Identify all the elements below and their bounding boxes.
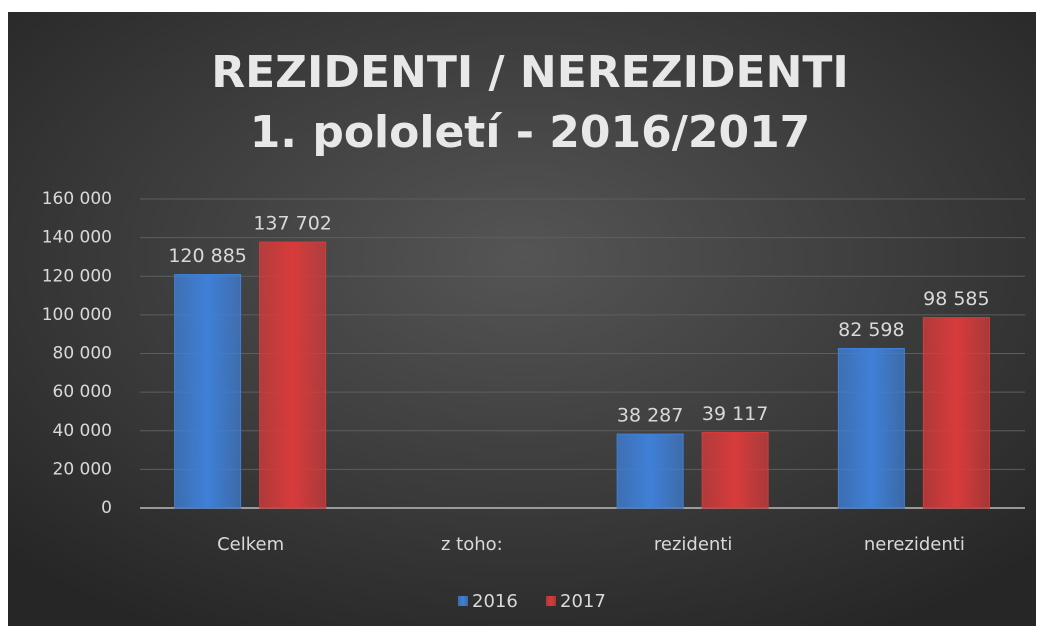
x-tick-label: rezidenti — [654, 534, 733, 555]
bar — [701, 431, 769, 509]
value-label: 38 287 — [617, 405, 683, 427]
bar — [616, 433, 684, 509]
legend-marker — [458, 596, 468, 606]
y-tick-label: 120 000 — [42, 266, 112, 286]
value-label: 82 598 — [838, 319, 904, 341]
bar — [837, 347, 905, 509]
value-label: 39 117 — [702, 403, 768, 425]
value-label: 137 702 — [253, 213, 332, 235]
x-tick-label: Celkem — [217, 534, 284, 555]
bar — [922, 317, 990, 509]
value-label: 98 585 — [923, 288, 989, 310]
value-label: 120 885 — [168, 245, 247, 267]
legend-label: 2017 — [560, 591, 606, 612]
x-tick-label: z toho: — [441, 534, 503, 555]
legend-label: 2016 — [472, 591, 518, 612]
y-tick-label: 0 — [101, 498, 112, 518]
y-tick-label: 40 000 — [53, 421, 112, 441]
y-tick-label: 20 000 — [53, 459, 112, 479]
y-tick-label: 160 000 — [42, 189, 112, 209]
y-tick-label: 80 000 — [53, 344, 112, 364]
chart-title: 1. pololetí - 2016/2017 — [250, 107, 811, 158]
y-tick-label: 140 000 — [42, 228, 112, 248]
y-tick-label: 100 000 — [42, 305, 112, 325]
x-tick-label: nerezidenti — [864, 534, 965, 555]
bar — [259, 241, 327, 509]
bar — [174, 274, 242, 509]
chart-title: REZIDENTI / NEREZIDENTI — [211, 47, 849, 98]
legend-marker — [546, 596, 556, 606]
y-tick-label: 60 000 — [53, 382, 112, 402]
